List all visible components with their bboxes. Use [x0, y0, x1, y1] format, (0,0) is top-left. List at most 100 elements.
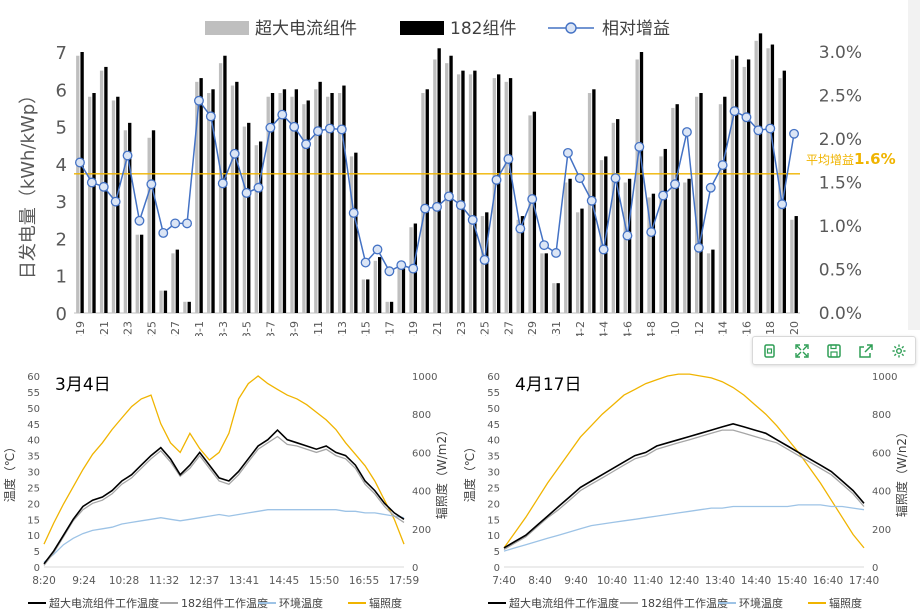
- bar-182: [735, 55, 739, 313]
- bar-large-current: [671, 107, 675, 313]
- y-axis-title: 日发电量（kWh/kWp）: [18, 86, 39, 279]
- x-tick-label: 12:37: [189, 575, 219, 587]
- legend-label: 超大电流组件工作温度: [509, 596, 619, 610]
- bar-182: [139, 234, 144, 313]
- relative-gain-point: [265, 122, 276, 133]
- bar-large-current: [349, 156, 354, 313]
- bar-large-current: [599, 160, 604, 313]
- bar-large-current: [778, 78, 782, 313]
- y2-tick-label: 400: [412, 487, 431, 498]
- series-line-ambient-temp: [503, 504, 865, 552]
- bar-large-current: [397, 268, 401, 313]
- y-tick-label: 1: [56, 267, 67, 288]
- relative-gain-point: [503, 154, 514, 164]
- y2-tick-label: 2.0%: [819, 130, 862, 150]
- y-tick-label: 55: [487, 388, 500, 399]
- bar-large-current: [326, 96, 330, 313]
- x-tick-label: 11:40: [633, 575, 663, 587]
- temperature-chart-apr17: 温度（℃） 辐照度（W/n2）05101520253035404550556002…: [462, 372, 909, 610]
- x-tick-label: 2-27: [169, 321, 182, 336]
- y-tick-label: 15: [487, 515, 500, 526]
- relative-gain-point: [277, 109, 288, 120]
- relative-gain-point: [670, 179, 680, 190]
- y-tick-label: 55: [27, 388, 40, 399]
- y-tick-label: 0: [56, 304, 67, 325]
- relative-gain-point: [372, 244, 383, 255]
- legend-label: 环境温度: [739, 596, 783, 610]
- relative-gain-line: [79, 98, 795, 273]
- bar-182: [699, 93, 703, 313]
- bar-large-current: [183, 301, 187, 313]
- relative-gain-point: [515, 223, 526, 234]
- series-line-182-temp: [43, 435, 405, 566]
- bar-large-current: [683, 182, 687, 313]
- relative-gain-point: [158, 228, 169, 238]
- x-tick-label: 17:40: [849, 575, 879, 587]
- relative-gain-point: [110, 196, 121, 207]
- save-icon[interactable]: [823, 340, 845, 362]
- copy-icon[interactable]: [758, 340, 780, 362]
- bar-182: [508, 78, 513, 313]
- bar-182: [437, 48, 441, 314]
- bar-182: [639, 52, 644, 313]
- x-tick-label: 14:40: [741, 575, 771, 587]
- legend-swatch: [400, 21, 444, 35]
- bar-182: [354, 152, 358, 313]
- relative-gain-point: [408, 263, 419, 274]
- bar-182: [294, 89, 299, 314]
- x-tick-label: 15:40: [777, 575, 807, 587]
- bar-large-current: [159, 290, 163, 313]
- relative-gain-point: [634, 141, 645, 152]
- bar-182: [711, 249, 715, 313]
- share-icon[interactable]: [855, 340, 877, 362]
- y2-tick-label: 0.0%: [819, 304, 862, 324]
- y-tick-label: 40: [487, 436, 500, 447]
- y2-tick-label: 1.5%: [819, 174, 862, 194]
- legend-label: 辐照度: [829, 596, 862, 610]
- relative-gain-point: [551, 248, 561, 258]
- bar-large-current: [611, 122, 616, 313]
- relative-gain-point: [598, 244, 609, 255]
- bar-large-current: [766, 48, 770, 314]
- y-tick-label: 35: [27, 452, 40, 463]
- x-tick-label: 3-25: [479, 321, 492, 336]
- relative-gain-point: [741, 112, 752, 123]
- relative-gain-point: [194, 95, 204, 106]
- x-tick-label: 3-27: [502, 321, 515, 336]
- relative-gain-point: [122, 150, 133, 161]
- bar-182: [461, 70, 465, 314]
- relative-gain-point: [777, 199, 788, 210]
- x-tick-label: 4-8: [645, 321, 658, 336]
- y2-axis-title: 辐照度（W/n2）: [894, 426, 909, 517]
- y-tick-label: 30: [27, 468, 40, 479]
- relative-gain-point: [313, 126, 323, 137]
- y2-tick-label: 1000: [872, 372, 897, 383]
- bar-182: [318, 81, 322, 313]
- relative-gain-point: [324, 123, 335, 134]
- legend-label: 182组件: [450, 19, 516, 39]
- settings-icon[interactable]: [888, 340, 910, 362]
- bar-182: [235, 81, 239, 313]
- x-tick-label: 3-5: [241, 321, 254, 336]
- y2-tick-label: 3.0%: [819, 43, 862, 63]
- bar-large-current: [540, 253, 544, 313]
- bar-182: [616, 119, 620, 313]
- relative-gain-point: [479, 254, 490, 265]
- relative-gain-point: [562, 147, 573, 158]
- bar-large-current: [290, 96, 294, 313]
- bar-large-current: [445, 63, 449, 313]
- y2-tick-label: 400: [872, 487, 891, 498]
- bar-large-current: [647, 197, 651, 313]
- relative-gain-point: [646, 227, 657, 238]
- bar-large-current: [361, 279, 366, 313]
- relative-gain-point: [622, 230, 633, 241]
- relative-gain-point: [753, 125, 764, 136]
- expand-icon[interactable]: [791, 340, 813, 362]
- legend-label: 超大电流组件工作温度: [49, 596, 159, 610]
- bar-182: [306, 100, 310, 313]
- y-tick-label: 0: [494, 563, 500, 574]
- bar-large-current: [433, 59, 437, 314]
- bar-large-current: [171, 253, 175, 313]
- bar-182: [128, 122, 132, 313]
